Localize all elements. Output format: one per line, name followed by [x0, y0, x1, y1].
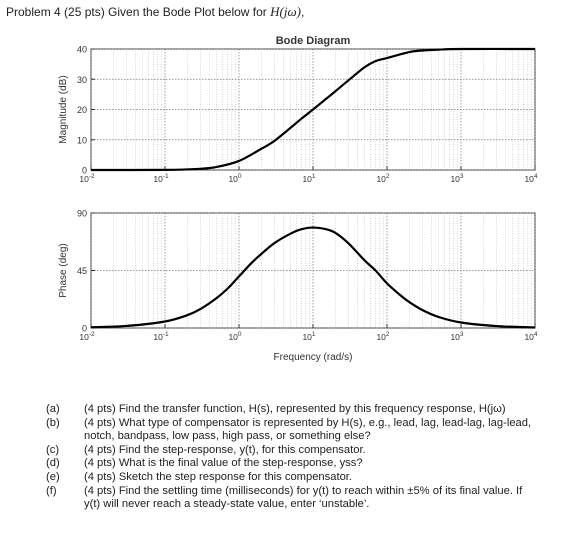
- x-tick-label: 100: [228, 173, 241, 184]
- x-tick-exponent: 4: [534, 331, 538, 338]
- question-text: (4 pts) Find the transfer function, H(s)…: [84, 403, 506, 415]
- x-tick-exponent: 2: [386, 173, 390, 180]
- y-tick-label: 90: [77, 209, 87, 219]
- x-tick-exponent: 3: [460, 173, 464, 180]
- x-tick-exponent: 4: [534, 173, 538, 180]
- chart-title: Bode Diagram: [276, 35, 351, 47]
- x-tick-exponent: -2: [89, 173, 95, 180]
- y-tick-label: 45: [77, 266, 87, 276]
- problem-header-prefix: Problem 4 (25 pts) Given the Bode Plot b…: [6, 5, 271, 19]
- series-line: [90, 226, 536, 329]
- x-tick-label: 101: [302, 173, 315, 184]
- x-tick-exponent: 0: [238, 331, 242, 338]
- x-tick-label: 10-1: [153, 173, 169, 184]
- x-tick-label: 10-2: [79, 331, 95, 342]
- y-axis-label: Magnitude (dB): [58, 75, 69, 143]
- x-tick-label: 101: [302, 331, 315, 342]
- series-line: [90, 47, 536, 172]
- question-text: (4 pts) What type of compensator is repr…: [84, 416, 532, 429]
- x-tick-label: 104: [524, 173, 537, 184]
- y-tick-label: 40: [77, 45, 87, 55]
- y-tick-label: 20: [77, 105, 87, 115]
- x-tick-exponent: 0: [238, 173, 242, 180]
- x-tick-label: 10-1: [153, 331, 169, 342]
- x-tick-exponent: -1: [163, 173, 169, 180]
- question-label: (b): [46, 416, 60, 429]
- question-text-continued: notch, bandpass, low pass, high pass, or…: [84, 430, 371, 443]
- problem-header-function: H(jω): [270, 4, 301, 19]
- x-tick-label: 103: [450, 331, 463, 342]
- problem-header: Problem 4 (25 pts) Given the Bode Plot b…: [6, 4, 304, 20]
- x-tick-label: 102: [376, 331, 389, 342]
- question-e: (e) (4 pts) Sketch the step response for…: [46, 471, 568, 485]
- x-tick-exponent: 2: [386, 331, 390, 338]
- question-label: (c): [46, 443, 60, 456]
- y-tick-label: 30: [77, 75, 87, 85]
- y-tick-label: 0: [82, 324, 87, 334]
- x-tick-exponent: 3: [460, 331, 464, 338]
- question-d: (d) (4 pts) What is the final value of t…: [46, 457, 568, 471]
- x-tick-label: 10-2: [79, 173, 95, 184]
- x-tick-exponent: 1: [312, 331, 316, 338]
- x-tick-exponent: -2: [89, 331, 95, 338]
- x-tick-label: 103: [450, 173, 463, 184]
- question-text: (4 pts) Find the step-response, y(t), fo…: [84, 443, 366, 456]
- question-c: (c) (4 pts) Find the step-response, y(t)…: [46, 444, 568, 458]
- question-label: (e): [46, 470, 60, 483]
- question-list: (a) (4 pts) Find the transfer function, …: [46, 403, 568, 512]
- x-tick-exponent: 1: [312, 173, 316, 180]
- question-a: (a) (4 pts) Find the transfer function, …: [46, 403, 568, 417]
- x-tick-label: 102: [376, 173, 389, 184]
- question-text: (4 pts) Sketch the step response for thi…: [84, 470, 353, 483]
- question-label: (d): [46, 457, 60, 470]
- y-tick-label: 0: [82, 166, 87, 176]
- x-tick-label: 104: [524, 331, 537, 342]
- question-f: (f) (4 pts) Find the settling time (mill…: [46, 485, 568, 512]
- problem-header-suffix: ,: [300, 5, 305, 19]
- y-axis-label: Phase (deg): [58, 243, 69, 297]
- x-tick-exponent: -1: [163, 331, 169, 338]
- question-b: (b) (4 pts) What type of compensator is …: [46, 417, 568, 444]
- y-tick-label: 10: [77, 135, 87, 145]
- x-tick-label: 100: [228, 331, 241, 342]
- question-text: (4 pts) What is the final value of the s…: [84, 457, 363, 470]
- x-axis-label: Frequency (rad/s): [274, 352, 353, 363]
- question-label: (a): [46, 403, 60, 415]
- question-text: (4 pts) Find the settling time (millisec…: [84, 484, 523, 497]
- question-text-continued: y(t) will never reach a steady-state val…: [84, 498, 370, 511]
- question-label: (f): [46, 484, 57, 497]
